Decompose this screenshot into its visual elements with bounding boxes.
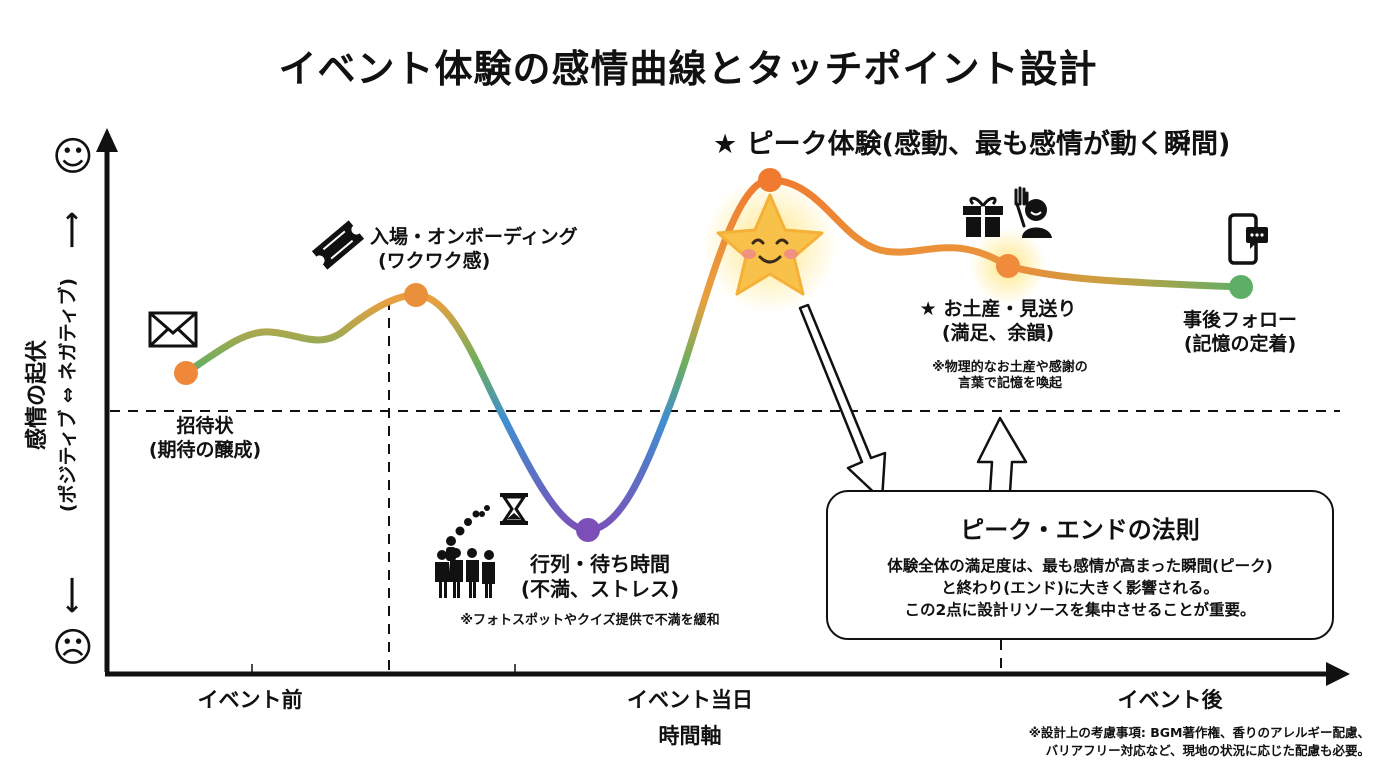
touchpoint-label-followup: 事後フォロー (記憶の定着) xyxy=(1182,309,1297,355)
touchpoint-marker-souvenir[interactable] xyxy=(996,254,1020,278)
touchpoint-label-queue: 行列・待ち時間 (不満、ストレス) xyxy=(520,552,680,601)
touchpoint-label-peak: ★ ピーク体験(感動、最も感情が動く瞬間) xyxy=(713,129,1231,160)
y-axis xyxy=(96,128,118,672)
gift-icon xyxy=(963,196,1003,237)
end-to-box-arrow xyxy=(976,416,1028,494)
x-axis-label: 時間軸 xyxy=(658,724,722,748)
waving-person-icon xyxy=(1014,186,1052,238)
smiling-face-icon: ☺ xyxy=(52,134,94,180)
smiling-star-icon xyxy=(716,193,824,296)
envelope-icon xyxy=(148,311,198,348)
star-icon: ★ xyxy=(919,298,937,320)
y-axis-label: 感情の起伏 (ポジティブ ⇔ ネガティブ) xyxy=(8,180,98,610)
ticket-icon xyxy=(311,220,365,270)
frowning-face-icon: ☹ xyxy=(52,625,94,671)
peak-end-rule-body: 体験全体の満足度は、最も感情が高まった瞬間(ピーク) と終わり(エンド)に大きく… xyxy=(887,557,1273,619)
touchpoint-label-souvenir: ★ お土産・見送り (満足、余韻) xyxy=(919,298,1077,344)
phase-label-before: イベント前 xyxy=(197,688,303,712)
peak-to-box-arrow xyxy=(798,303,887,502)
touchpoint-marker-peak[interactable] xyxy=(758,168,782,192)
touchpoint-marker-followup[interactable] xyxy=(1229,275,1253,299)
phone-chat-icon xyxy=(1228,213,1268,265)
emotion-curve-tail xyxy=(1004,262,1245,291)
touchpoint-marker-entry[interactable] xyxy=(404,283,428,307)
peak-end-rule-title: ピーク・エンドの法則 xyxy=(960,516,1200,544)
touchpoint-note-souvenir: ※物理的なお土産や感謝の 言葉で記憶を喚起 xyxy=(932,360,1088,392)
design-considerations-footnote: ※設計上の考慮事項: BGM著作権、香りのアレルギー配慮、 バリアフリー対応など… xyxy=(1028,725,1370,758)
peak-end-rule-box: ピーク・エンドの法則 体験全体の満足度は、最も感情が高まった瞬間(ピーク) と終… xyxy=(826,490,1334,640)
touchpoint-note-queue: ※フォトスポットやクイズ提供で不満を緩和 xyxy=(460,613,720,628)
touchpoint-marker-queue[interactable] xyxy=(576,518,600,542)
star-icon: ★ xyxy=(713,129,738,160)
x-axis xyxy=(105,662,1350,686)
phase-label-after: イベント後 xyxy=(1117,688,1223,712)
y-axis-label-sub: (ポジティブ ⇔ ネガティブ) xyxy=(57,277,79,513)
page-title: イベント体験の感情曲線とタッチポイント設計 xyxy=(278,47,1098,91)
y-axis-label-main: 感情の起伏 xyxy=(25,340,50,451)
touchpoint-label-entry: 入場・オンボーディング (ワクワク感) xyxy=(370,226,578,272)
touchpoint-label-invitation: 招待状 (期待の醸成) xyxy=(148,415,262,461)
queue-hourglass-icon xyxy=(435,493,528,598)
phase-label-day: イベント当日 xyxy=(627,688,753,712)
touchpoint-marker-invitation[interactable] xyxy=(174,361,198,385)
